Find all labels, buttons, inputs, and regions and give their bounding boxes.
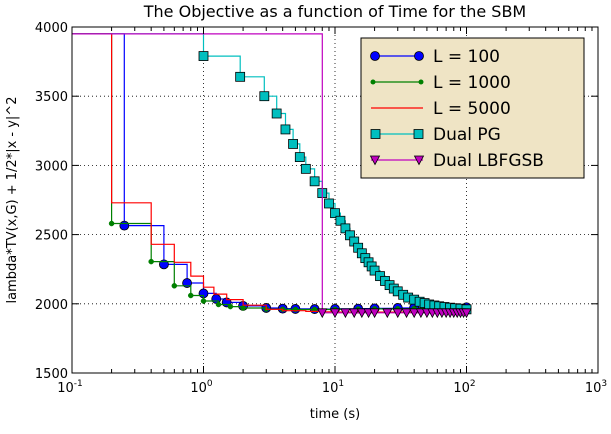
x-tick-exponent: 1 — [338, 379, 344, 389]
data-point — [171, 283, 178, 289]
x-axis-label: time (s) — [310, 407, 360, 422]
legend-marker — [370, 51, 380, 61]
legend-label: L = 100 — [433, 47, 500, 67]
x-tick-label: 101 — [322, 379, 344, 396]
legend-marker — [418, 79, 424, 85]
legend-marker — [369, 155, 381, 166]
x-tick-exponent: 0 — [207, 379, 213, 389]
chart-title: The Objective as a function of Time for … — [143, 2, 526, 21]
data-point — [198, 51, 209, 61]
data-point — [392, 308, 403, 319]
x-tick-label: 103 — [585, 379, 607, 396]
data-point — [330, 208, 340, 219]
legend: L = 100 L = 1000 L = 5000 Dual PG Dual LBFGS… — [360, 37, 585, 179]
data-point — [294, 152, 305, 162]
legend-label: Dual LBFGSB — [433, 151, 544, 171]
data-point — [215, 301, 222, 308]
x-tick-label: 102 — [453, 379, 475, 396]
x-tick-label: 100 — [190, 379, 213, 396]
legend-label: L = 5000 — [433, 99, 511, 119]
data-point — [324, 198, 334, 209]
data-point — [335, 215, 346, 226]
legend-label: L = 1000 — [433, 73, 511, 93]
data-point — [240, 305, 246, 311]
legend-marker — [370, 129, 381, 139]
data-point — [309, 176, 320, 187]
data-point — [108, 220, 115, 227]
data-point — [349, 308, 360, 319]
data-point — [369, 308, 380, 319]
legend-marker — [370, 79, 376, 85]
y-tick-label: 2000 — [35, 298, 68, 313]
data-point — [271, 108, 282, 119]
legend-marker — [414, 51, 424, 61]
data-point — [119, 220, 130, 231]
data-point — [259, 91, 270, 102]
data-point — [200, 298, 207, 304]
y-tick-label: 1500 — [35, 367, 68, 382]
y-tick-label: 3500 — [35, 90, 68, 105]
x-tick-exponent: 3 — [601, 379, 607, 389]
x-tick-exponent: -1 — [74, 379, 83, 389]
legend-marker — [413, 129, 424, 139]
data-point — [461, 308, 472, 319]
data-point — [227, 303, 234, 310]
data-point — [409, 308, 420, 319]
y-axis-label: lambda*TV(x,G) + 1/2*|x - y|^2 — [5, 97, 20, 304]
x-tick-exponent: 2 — [470, 379, 476, 389]
legend-marker — [413, 155, 425, 166]
data-point — [148, 258, 154, 265]
data-point — [340, 308, 351, 319]
data-point — [188, 292, 194, 299]
data-point — [235, 71, 246, 82]
data-point — [280, 124, 291, 135]
legend-label: Dual PG — [433, 125, 501, 145]
y-tick-label: 2500 — [35, 229, 68, 244]
data-point — [401, 308, 412, 319]
data-point — [329, 308, 341, 319]
data-point — [317, 308, 328, 319]
data-point — [356, 308, 368, 319]
data-point — [288, 139, 298, 149]
data-point — [300, 163, 311, 174]
y-tick-label: 3000 — [35, 159, 68, 174]
data-point — [382, 308, 393, 319]
series-lines — [72, 33, 472, 319]
y-tick-label: 4000 — [35, 21, 68, 36]
data-point — [369, 265, 380, 276]
